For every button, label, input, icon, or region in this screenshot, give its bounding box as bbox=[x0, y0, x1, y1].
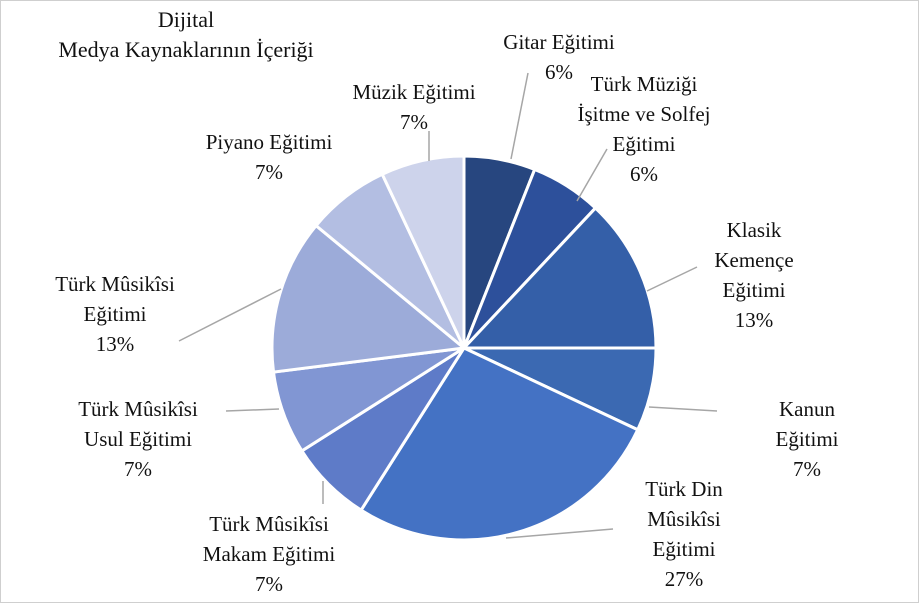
pie-slice bbox=[380, 154, 466, 349]
value-label: 6% bbox=[629, 162, 658, 186]
category-label: Türk Müziği İşitme ve Solfej Eğitimi bbox=[577, 72, 711, 156]
category-label: Türk Mûsikîsi Makam Eğitimi bbox=[202, 512, 336, 566]
value-label: 7% bbox=[124, 457, 152, 481]
category-label: Türk Mûsikîsi Usul Eğitimi bbox=[78, 397, 198, 451]
category-label: Klasik Kemençe Eğitimi bbox=[714, 218, 794, 302]
value-label: 13% bbox=[734, 308, 774, 332]
leader-line bbox=[510, 72, 529, 160]
category-label: Kanun Eğitimi bbox=[775, 397, 839, 451]
value-label: 27% bbox=[664, 567, 704, 591]
category-label: Türk Mûsikîsi Eğitimi bbox=[55, 272, 175, 326]
leader-line bbox=[505, 528, 614, 539]
slice-label: Türk Müziği İşitme ve Solfej Eğitimi 6% bbox=[578, 69, 711, 189]
slice-label: Müzik Eğitimi 7% bbox=[352, 77, 475, 137]
category-label: Gitar Eğitimi bbox=[503, 30, 615, 54]
leader-line bbox=[576, 148, 608, 202]
slice-label: Gitar Eğitimi 6% bbox=[503, 27, 614, 87]
pie-slice bbox=[460, 205, 658, 350]
value-label: 7% bbox=[255, 572, 283, 596]
leader-line bbox=[648, 406, 718, 412]
slice-label: Türk Mûsikîsi Usul Eğitimi 7% bbox=[78, 394, 198, 484]
slice-label: Türk Mûsikîsi Makam Eğitimi 7% bbox=[203, 509, 335, 599]
value-label: 13% bbox=[95, 332, 135, 356]
slice-label: Türk Mûsikîsi Eğitimi 13% bbox=[55, 269, 175, 359]
value-label: 7% bbox=[255, 160, 283, 184]
slice-label: Kanun Eğitimi 7% bbox=[752, 394, 863, 484]
slice-label: Piyano Eğitimi 7% bbox=[206, 127, 333, 187]
category-label: Müzik Eğitimi bbox=[352, 80, 476, 104]
leader-line bbox=[178, 288, 282, 342]
slice-label: Klasik Kemençe Eğitimi 13% bbox=[714, 215, 793, 335]
category-label: Piyano Eğitimi bbox=[205, 130, 333, 154]
pie-slice bbox=[270, 223, 468, 374]
pie-slice bbox=[359, 346, 640, 542]
value-label: 7% bbox=[793, 457, 821, 481]
value-label: 7% bbox=[399, 110, 428, 134]
leader-line bbox=[646, 266, 698, 292]
chart-title: Dijital Medya Kaynaklarının İçeriği bbox=[58, 7, 314, 62]
slice-label: Türk Din Mûsikîsi Eğitimi 27% bbox=[645, 474, 723, 594]
value-label: 6% bbox=[545, 60, 573, 84]
leader-line bbox=[225, 408, 280, 412]
category-label: Türk Din Mûsikîsi Eğitimi bbox=[645, 477, 723, 561]
